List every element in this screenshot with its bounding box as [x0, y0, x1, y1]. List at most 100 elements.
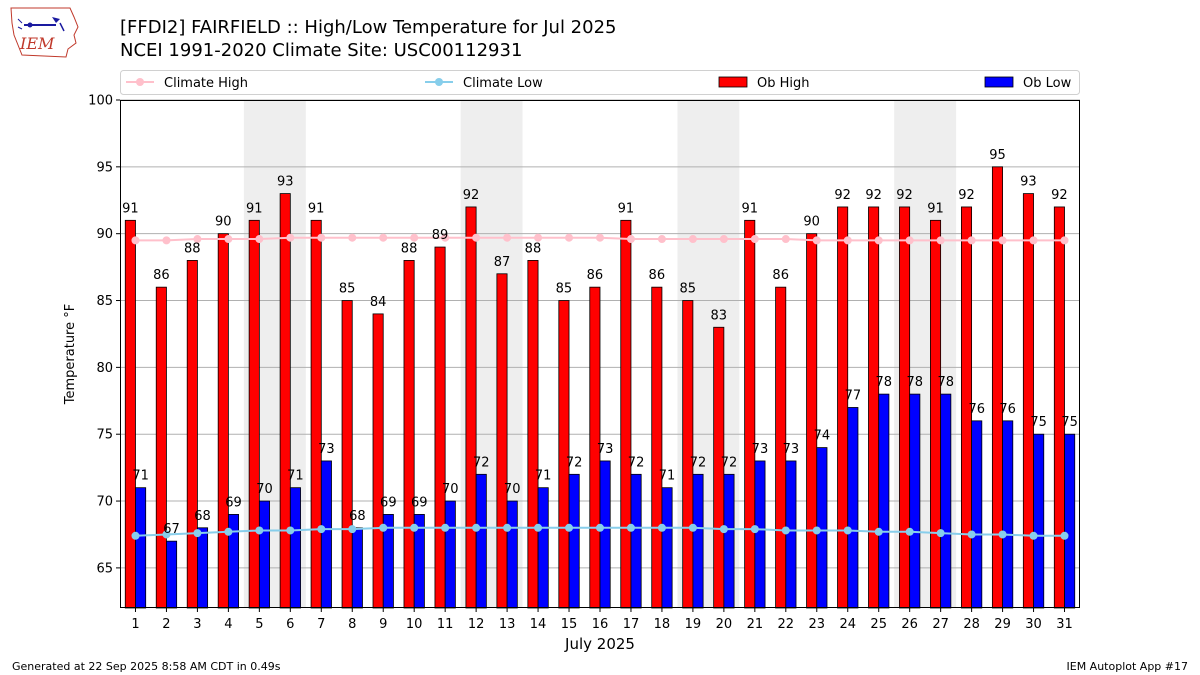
ob-high-bar [744, 219, 756, 609]
x-tick-label: 29 [994, 617, 1011, 632]
ob-low-value-label: 75 [1061, 415, 1078, 430]
climate-high-point [874, 236, 883, 245]
ob-high-value-label: 92 [463, 188, 480, 203]
climate-low-point [317, 525, 326, 534]
climate-high-point [657, 235, 666, 244]
ob-high-value-label: 84 [370, 295, 387, 310]
climate-high-point [255, 235, 264, 244]
ob-low-value-label: 69 [380, 495, 397, 510]
ob-high-value-label: 92 [834, 188, 851, 203]
ob-high-bar [558, 300, 570, 609]
legend-climate-high-marker [136, 78, 144, 86]
climate-low-point [719, 525, 728, 534]
ob-low-value-label: 71 [659, 469, 676, 484]
ob-high-value-label: 89 [432, 228, 449, 243]
app-credit: IEM Autoplot App #17 [1066, 660, 1189, 673]
ob-high-value-label: 91 [618, 201, 635, 216]
x-tick-label: 21 [747, 617, 764, 632]
ob-high-value-label: 93 [1020, 175, 1037, 190]
ob-high-value-label: 93 [277, 175, 294, 190]
ob-low-bar [971, 420, 983, 609]
ob-low-value-label: 73 [597, 442, 614, 457]
ob-high-bar [248, 219, 260, 609]
legend-climate-low-label: Climate Low [463, 76, 543, 91]
ob-low-value-label: 74 [814, 429, 831, 444]
climate-high-point [379, 233, 388, 242]
x-axis-label: July 2025 [564, 635, 635, 653]
x-tick-label: 1 [131, 617, 139, 632]
climate-high-point [317, 233, 326, 242]
climate-low-point [688, 523, 697, 532]
x-tick-label: 10 [406, 617, 423, 632]
ob-high-bar [620, 219, 632, 609]
climate-low-point [905, 527, 914, 536]
chart-title: [FFDI2] FAIRFIELD :: High/Low Temperatur… [120, 17, 617, 38]
climate-high-point [1029, 236, 1038, 245]
ob-high-value-label: 92 [896, 188, 913, 203]
legend-climate-high-label: Climate High [164, 76, 248, 91]
ob-low-bar [320, 460, 332, 609]
ob-low-bar [135, 487, 147, 609]
ob-low-value-label: 77 [845, 388, 862, 403]
y-tick-label: 80 [96, 361, 113, 376]
ob-high-value-label: 83 [710, 308, 727, 323]
climate-low-point [1029, 531, 1038, 540]
climate-low-point [874, 527, 883, 536]
x-tick-label: 8 [348, 617, 356, 632]
ob-low-bar [258, 500, 270, 609]
x-tick-label: 22 [778, 617, 795, 632]
ob-low-value-label: 73 [783, 442, 800, 457]
x-tick-label: 4 [224, 617, 232, 632]
climate-high-point [193, 235, 202, 244]
ob-high-bar [806, 233, 818, 609]
climate-high-point [998, 236, 1007, 245]
ob-low-bar [940, 393, 952, 609]
climate-low-point [967, 530, 976, 539]
ob-high-bar [372, 313, 384, 609]
x-tick-label: 27 [932, 617, 949, 632]
climate-low-point [596, 523, 604, 532]
ob-low-bar [909, 393, 921, 609]
x-tick-label: 20 [716, 617, 733, 632]
ob-low-bar [1033, 433, 1045, 609]
climate-high-point [472, 233, 481, 242]
ob-low-bar [785, 460, 797, 609]
ob-high-value-label: 91 [927, 201, 944, 216]
x-tick-label: 17 [623, 617, 640, 632]
climate-low-point [472, 523, 481, 532]
ob-low-bar [878, 393, 890, 609]
ob-high-value-label: 88 [184, 241, 201, 256]
ob-high-bar [930, 219, 942, 609]
climate-low-point [781, 526, 790, 535]
ob-high-bar [310, 219, 322, 609]
climate-low-point [936, 529, 945, 538]
climate-high-point [843, 236, 852, 245]
ob-low-bar [599, 460, 611, 609]
x-tick-label: 16 [592, 617, 609, 632]
ob-high-value-label: 91 [308, 201, 325, 216]
ob-low-value-label: 72 [721, 455, 738, 470]
ob-low-value-label: 71 [287, 469, 304, 484]
climate-high-point [905, 236, 914, 245]
y-tick-label: 70 [96, 495, 113, 510]
ob-low-value-label: 68 [194, 509, 211, 524]
climate-low-point [348, 525, 357, 534]
climate-high-point [348, 233, 357, 242]
ob-high-value-label: 85 [680, 282, 697, 297]
ob-high-bar [651, 286, 663, 609]
legend-ob-high-swatch [718, 76, 748, 88]
ob-low-bar [847, 407, 859, 609]
ob-high-bar [186, 260, 198, 609]
y-tick-label: 100 [88, 94, 113, 109]
ob-high-bar [899, 206, 911, 609]
climate-low-point [1060, 531, 1069, 540]
ob-low-bar [754, 460, 766, 609]
legend-ob-high-label: Ob High [757, 76, 810, 91]
climate-high-point [162, 236, 171, 245]
ob-low-bar [537, 487, 549, 609]
ob-high-value-label: 86 [649, 268, 666, 283]
ob-low-bar [661, 487, 673, 609]
climate-high-point [441, 233, 450, 242]
ob-high-value-label: 88 [525, 241, 542, 256]
